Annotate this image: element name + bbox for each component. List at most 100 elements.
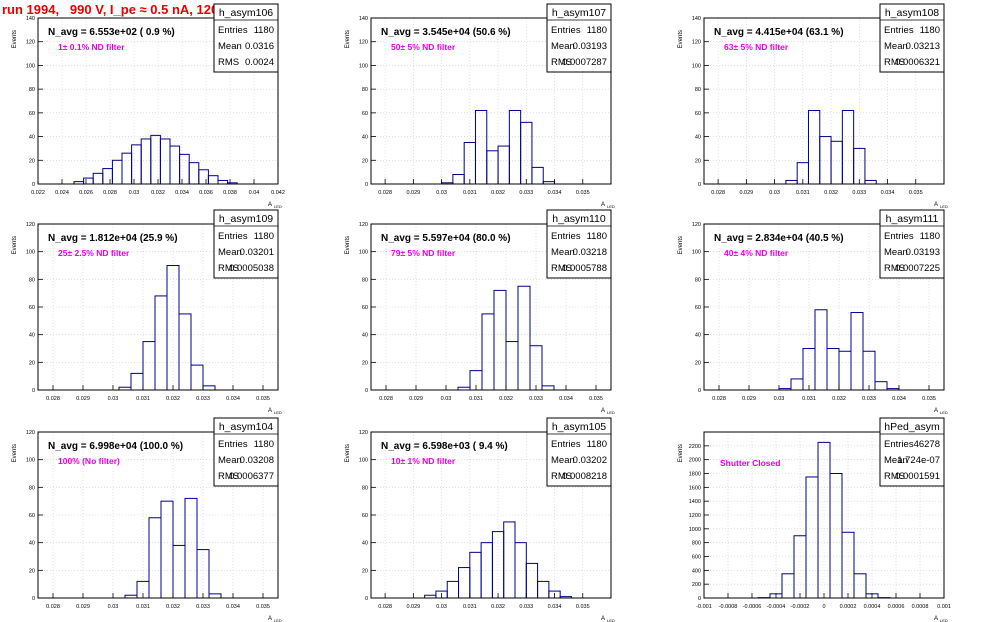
histogram-bar xyxy=(198,169,209,185)
x-axis-title: A xyxy=(601,408,605,414)
y-tick-label: 40 xyxy=(29,333,35,339)
stats-value: 0.03193 xyxy=(906,247,940,258)
stats-label: Mean xyxy=(551,41,575,52)
x-axis-subscript: LED xyxy=(607,618,615,622)
stats-histogram-name: h_asym108 xyxy=(885,7,939,19)
x-tick-label: 0.03 xyxy=(436,604,447,610)
y-tick-label: 0 xyxy=(698,388,701,394)
x-tick-label: 0.033 xyxy=(862,396,876,402)
histogram-bar xyxy=(503,521,516,599)
stats-value: 0.0005788 xyxy=(562,263,607,274)
y-tick-label: 200 xyxy=(692,582,701,588)
navg-label: N_avg = 1.812e+04 (25.9 %) xyxy=(48,233,178,244)
stats-value: 0.03208 xyxy=(240,455,274,466)
y-tick-label: 20 xyxy=(695,158,701,164)
x-tick-label: 0.033 xyxy=(519,604,533,610)
y-axis-title: Events xyxy=(678,236,684,254)
x-axis-subscript: LED xyxy=(940,618,948,622)
x-tick-label: 0.034 xyxy=(226,396,240,402)
x-axis-title: A xyxy=(934,408,938,414)
stats-label: Entries xyxy=(551,439,581,450)
y-tick-label: 120 xyxy=(359,430,368,436)
x-tick-label: 0.031 xyxy=(802,396,816,402)
x-tick-label: -0.0006 xyxy=(743,604,762,610)
y-tick-label: 0 xyxy=(32,182,35,188)
x-tick-label: -0.0004 xyxy=(767,604,786,610)
y-tick-label: 40 xyxy=(695,135,701,141)
stats-value: 0.03193 xyxy=(573,41,607,52)
stats-value: 1180 xyxy=(587,231,607,242)
stats-value: 1180 xyxy=(587,25,607,36)
y-tick-label: 20 xyxy=(29,568,35,574)
stats-label: Entries xyxy=(551,231,581,242)
x-tick-label: 0 xyxy=(822,604,825,610)
stats-label: Mean xyxy=(551,247,575,258)
histogram-bar xyxy=(184,497,198,599)
y-tick-label: 40 xyxy=(29,541,35,547)
filter-annotation: 25± 2.5% ND filter xyxy=(58,248,130,258)
histogram-bar xyxy=(148,517,162,599)
stats-value: 0.0024 xyxy=(245,57,274,68)
stats-box xyxy=(879,417,945,487)
x-tick-label: 0.035 xyxy=(256,604,270,610)
stats-label: RMS xyxy=(884,57,905,68)
stats-value: 0.03201 xyxy=(240,247,274,258)
filter-annotation: 100% (No filter) xyxy=(58,456,120,466)
stats-label: RMS xyxy=(551,471,572,482)
x-tick-label: 0.033 xyxy=(852,190,866,196)
x-tick-label: 0.035 xyxy=(576,604,590,610)
y-tick-label: 0 xyxy=(698,182,701,188)
x-axis-subscript: LED xyxy=(940,204,948,209)
histogram-bar xyxy=(130,372,144,391)
histogram-bar xyxy=(814,309,828,391)
y-tick-label: 120 xyxy=(692,40,701,46)
stats-box xyxy=(213,209,279,279)
y-tick-label: 0 xyxy=(32,596,35,602)
x-tick-label: 0.032 xyxy=(491,190,505,196)
x-axis-title: A xyxy=(268,408,272,414)
stats-value: 0.0001591 xyxy=(895,471,940,482)
x-tick-label: 0.035 xyxy=(589,396,603,402)
x-axis-subscript: LED xyxy=(274,410,282,415)
y-tick-label: 60 xyxy=(29,111,35,117)
stats-value: 0.03218 xyxy=(573,247,607,258)
histogram-bar xyxy=(525,562,539,599)
x-tick-label: 0.029 xyxy=(409,396,423,402)
navg-label: N_avg = 6.553e+02 ( 0.9 %) xyxy=(48,27,175,38)
y-axis-title: Events xyxy=(12,236,18,254)
histogram-bar xyxy=(208,593,222,599)
plot-frame xyxy=(370,17,612,185)
histogram-bar xyxy=(131,144,142,185)
y-tick-label: 120 xyxy=(26,40,35,46)
x-tick-label: 0.03 xyxy=(774,396,785,402)
stats-value: 0.0008218 xyxy=(562,471,607,482)
filter-annotation: 10± 1% ND filter xyxy=(391,456,456,466)
y-tick-label: 100 xyxy=(692,63,701,69)
histogram-bar xyxy=(853,573,867,599)
histogram-bar xyxy=(159,138,171,185)
histogram-panel: 0.028 0.029 0.03 0.031 0.032 0.033 0.034 0.035 0… xyxy=(678,3,948,209)
x-tick-label: 0.028 xyxy=(378,604,392,610)
y-tick-label: 1400 xyxy=(689,499,701,505)
stats-label: RMS xyxy=(551,57,572,68)
x-tick-label: 0.028 xyxy=(711,190,725,196)
histogram-bar xyxy=(469,551,482,599)
y-tick-label: 400 xyxy=(692,568,701,574)
y-tick-label: 40 xyxy=(695,333,701,339)
y-tick-label: 80 xyxy=(362,485,368,491)
stats-value: 0.0007287 xyxy=(562,57,607,68)
histogram-bar xyxy=(805,476,819,599)
x-tick-label: 0.033 xyxy=(196,396,210,402)
histogram-bar xyxy=(508,109,522,185)
histogram-bar xyxy=(874,381,888,391)
y-tick-label: 20 xyxy=(29,158,35,164)
histogram-bar xyxy=(864,179,877,185)
x-tick-label: -0.001 xyxy=(696,604,712,610)
histogram-bar xyxy=(781,573,795,599)
y-tick-label: 60 xyxy=(29,513,35,519)
navg-label: N_avg = 6.998e+04 (100.0 %) xyxy=(48,441,183,452)
stats-label: Mean xyxy=(218,455,242,466)
x-tick-label: 0.03 xyxy=(108,604,119,610)
x-axis-title: A xyxy=(601,202,605,208)
x-tick-label: 0.04 xyxy=(249,190,260,196)
